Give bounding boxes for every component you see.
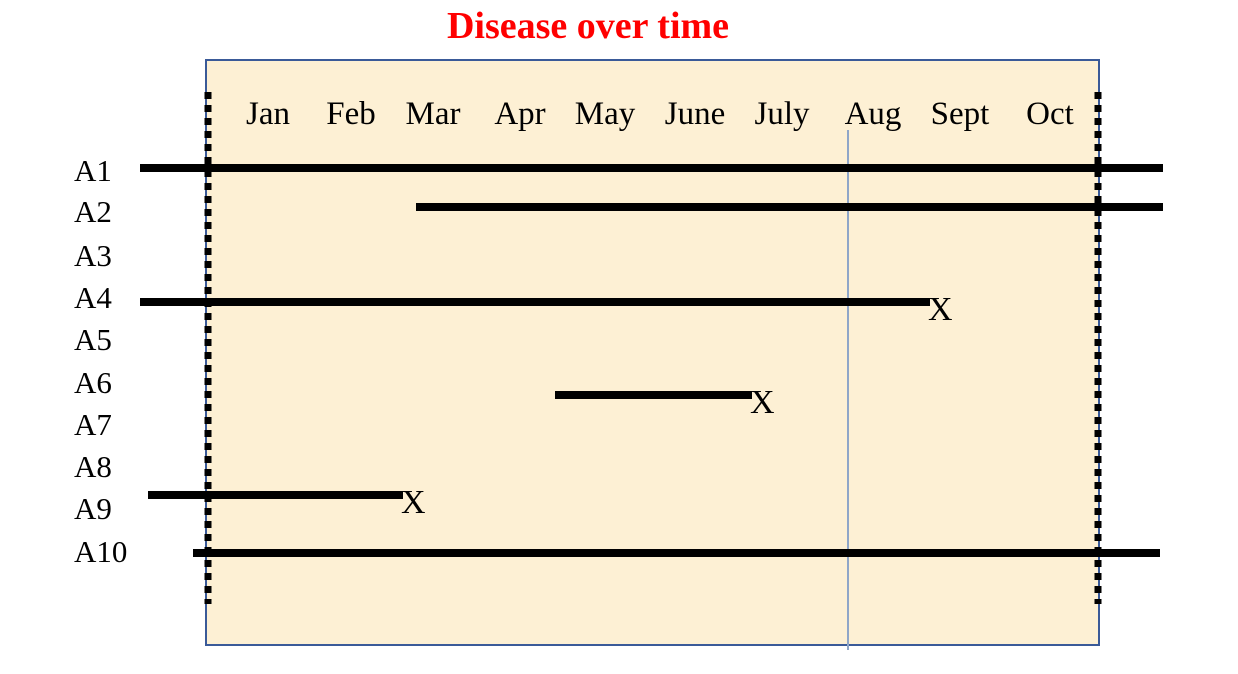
month-label: June (665, 96, 726, 132)
row-label: A9 (74, 491, 112, 526)
month-label: Mar (406, 96, 461, 132)
month-label: Apr (494, 96, 545, 132)
row-label: A7 (74, 407, 112, 442)
month-label: May (575, 96, 636, 132)
month-label: Sept (931, 96, 990, 132)
row-label: A1 (74, 153, 112, 188)
row-label: A6 (74, 365, 112, 400)
row-label: A4 (74, 280, 112, 315)
month-label: Oct (1026, 96, 1074, 132)
end-x-marker: X (401, 484, 426, 521)
end-x-marker: X (750, 384, 775, 421)
month-label: Jan (246, 96, 290, 132)
row-label: A2 (74, 194, 112, 229)
timeline-panel (205, 59, 1100, 646)
row-label: A10 (74, 534, 127, 569)
row-label: A3 (74, 238, 112, 273)
diagram-title: Disease over time (447, 5, 729, 47)
row-label: A8 (74, 449, 112, 484)
month-label: July (754, 96, 810, 132)
row-label: A5 (74, 322, 112, 357)
month-label: Feb (326, 96, 376, 132)
month-label: Aug (845, 96, 902, 132)
end-x-marker: X (928, 291, 953, 328)
